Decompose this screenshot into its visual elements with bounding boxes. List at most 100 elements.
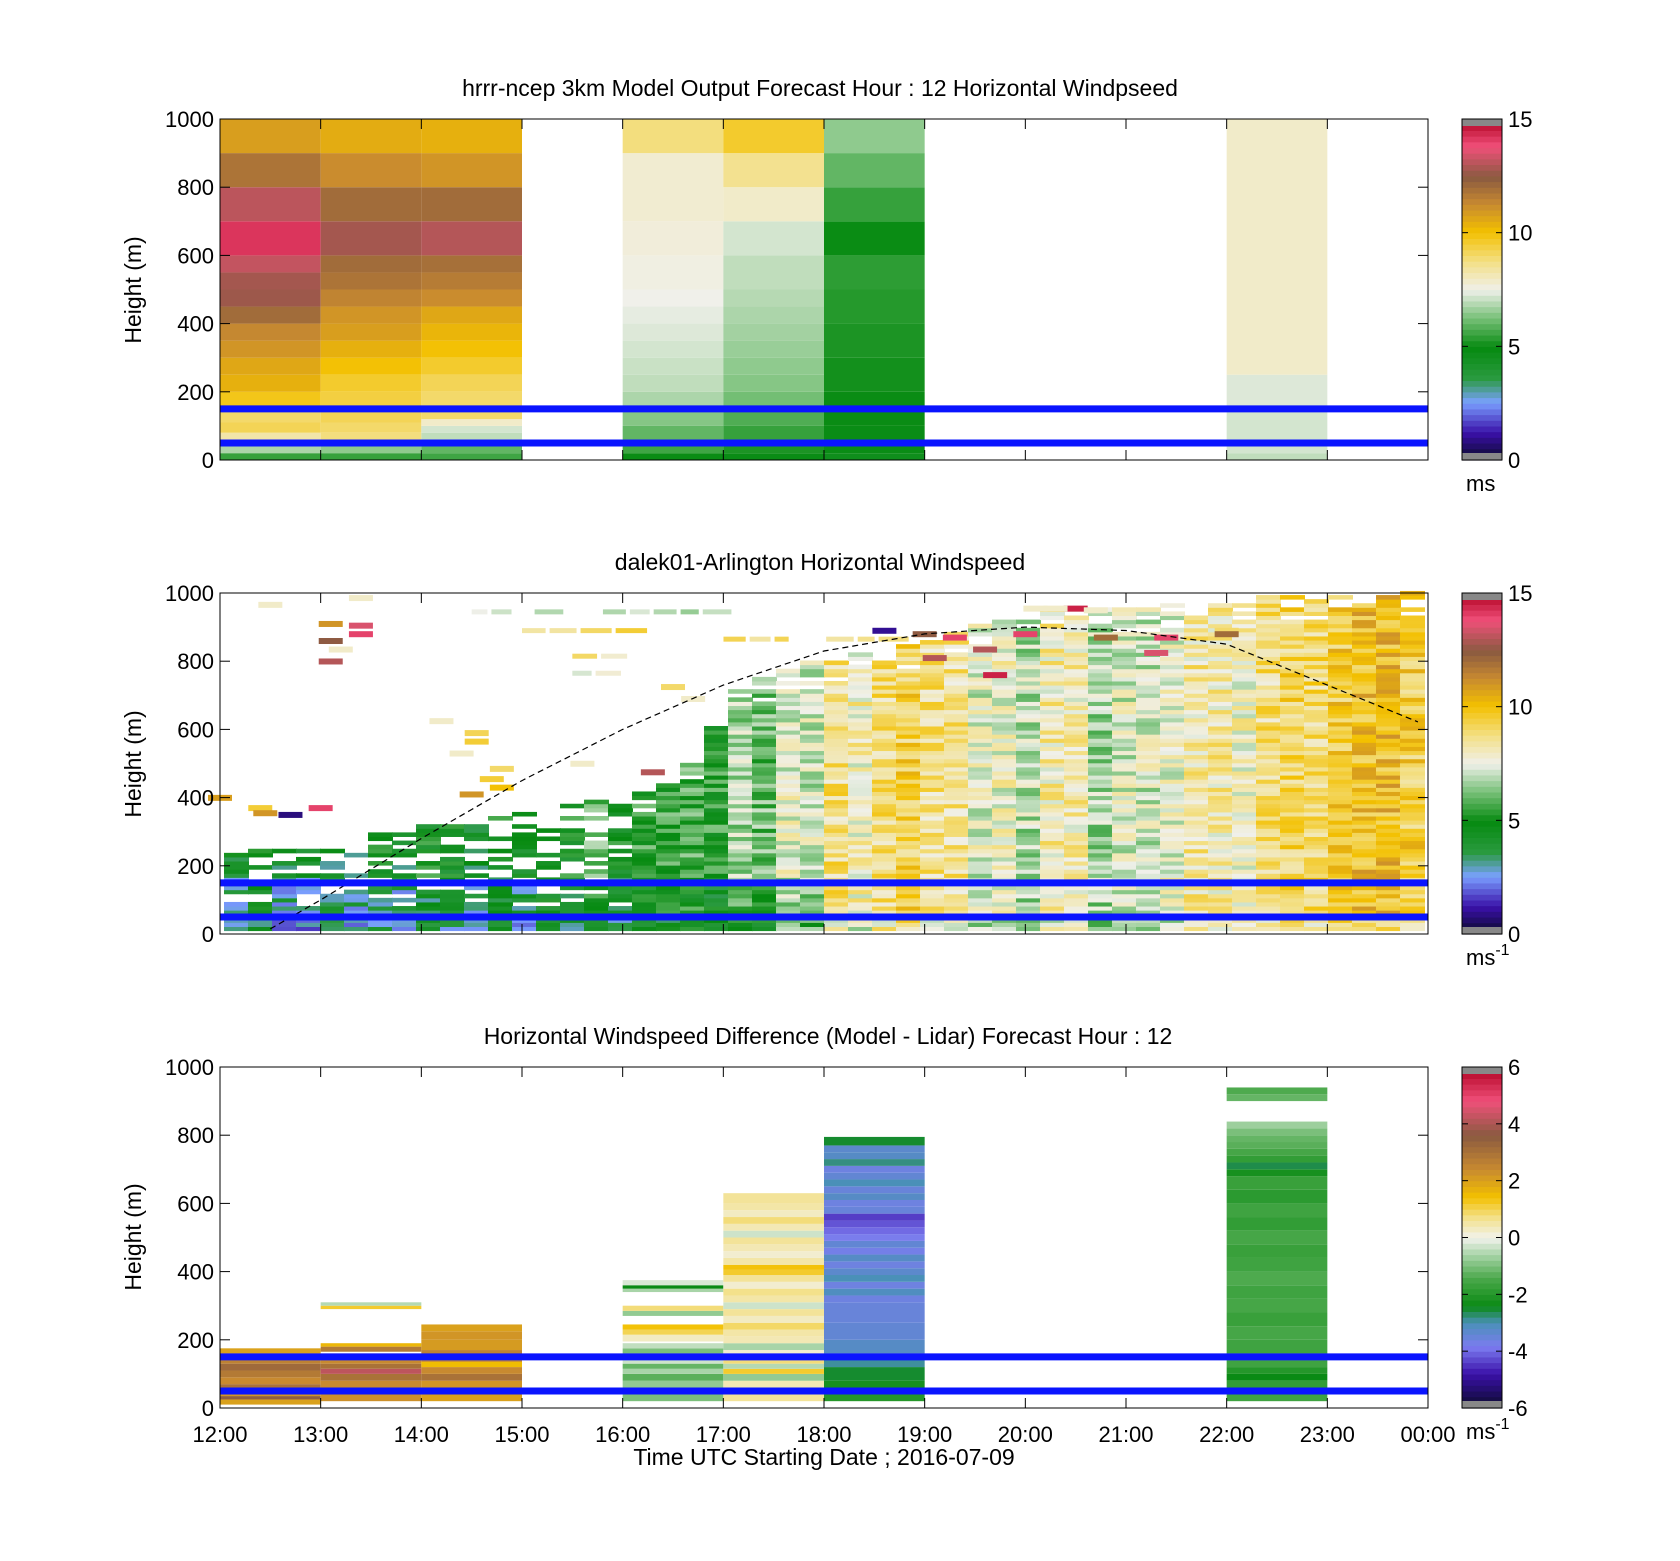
lidar-cell (1256, 685, 1281, 690)
lidar-cell (752, 730, 777, 735)
lidar-cell (608, 910, 633, 915)
lidar-cell (1280, 779, 1305, 784)
heat-cell (723, 1251, 824, 1258)
heat-cell (421, 453, 522, 460)
lidar-cell (1112, 607, 1137, 612)
lidar-cell (1184, 897, 1209, 903)
lidar-cell (1160, 611, 1185, 617)
lidar-cell (824, 869, 849, 874)
lidar-cell (1016, 693, 1041, 698)
lidar-cell (1352, 672, 1377, 678)
lidar-cell (1040, 717, 1065, 723)
lidar-cell (1040, 705, 1065, 711)
heat-cell (1226, 1155, 1328, 1163)
lidar-cell (944, 824, 969, 829)
lidar-cell (1256, 615, 1281, 621)
lidar-cell (872, 758, 897, 764)
heat-cell (220, 1399, 321, 1405)
lidar-cell (728, 721, 753, 727)
lidar-cell (1328, 779, 1353, 784)
lidar-cell (944, 705, 969, 711)
lidar-cell (1352, 795, 1377, 801)
lidar-cell (1256, 730, 1281, 735)
lidar-cell (704, 840, 729, 846)
lidar-cell (1352, 693, 1377, 698)
lidar-cell (1088, 795, 1113, 801)
colorbar-segment (1462, 700, 1502, 708)
heat-cell (824, 1220, 925, 1228)
lidar-cell (1040, 721, 1065, 727)
lidar-cell (1016, 660, 1041, 666)
y-tick-label: 0 (202, 1396, 214, 1421)
lidar-cell (1088, 750, 1113, 756)
lidar-cell (680, 926, 705, 932)
lidar-cell (632, 893, 657, 899)
lidar-cell (1256, 676, 1281, 682)
lidar-cell (944, 680, 969, 686)
lidar-cell (1304, 791, 1329, 797)
lidar-cell (1040, 787, 1065, 792)
lidar-cell (296, 922, 321, 927)
lidar-cell (1112, 615, 1137, 621)
lidar-cell (488, 816, 513, 821)
lidar-cell (1184, 701, 1209, 707)
lidar-cell (776, 754, 801, 760)
lidar-cell (752, 832, 777, 837)
lidar-cell (608, 865, 633, 870)
lidar-cell (800, 734, 825, 739)
lidar-cell (1208, 791, 1233, 797)
lidar-cell (1256, 824, 1281, 829)
lidar-cell (1352, 910, 1377, 915)
lidar-cell (776, 742, 801, 747)
lidar-cell (848, 811, 873, 817)
colorbar-segment (1462, 442, 1502, 450)
colorbar-segment (1462, 261, 1502, 268)
y-tick-label: 400 (177, 312, 214, 337)
colorbar-segment (1462, 334, 1502, 342)
lidar-cell (1304, 660, 1329, 666)
lidar-cell (1064, 754, 1089, 760)
lidar-cell (728, 791, 753, 797)
heat-cell (723, 1363, 824, 1369)
heat-cell (622, 289, 724, 307)
heat-cell (723, 1295, 824, 1303)
lidar-cell (1400, 607, 1425, 612)
colorbar-segment (1462, 695, 1502, 702)
lidar-cell (1160, 865, 1185, 870)
lidar-cell (1352, 664, 1377, 670)
colorbar-segment (1462, 1169, 1502, 1176)
lidar-cell (1160, 701, 1185, 707)
lidar-cell (752, 807, 777, 813)
lidar-cell (1328, 631, 1353, 637)
lidar-cell (1232, 656, 1257, 662)
lidar-cell (1112, 922, 1137, 927)
lidar-cell (968, 844, 993, 850)
lidar-cell (1016, 885, 1041, 891)
lidar-cell (1040, 680, 1065, 686)
lidar-cell (1064, 701, 1089, 707)
heat-cell (1226, 1094, 1328, 1102)
heat-cell (824, 1165, 925, 1173)
colorbar-segment (1462, 170, 1502, 177)
lidar-cell (1160, 869, 1185, 874)
lidar-cell (1304, 734, 1329, 739)
lidar-cell (896, 783, 921, 788)
lidar-cell (944, 750, 969, 756)
lidar-cell (1208, 721, 1233, 727)
lidar-cell (1160, 885, 1185, 891)
lidar-cell (608, 832, 633, 837)
lidar-cell (800, 873, 825, 878)
lidar-cell (1376, 836, 1401, 842)
lidar-cell (776, 848, 801, 854)
colorbar-segment (1462, 1135, 1502, 1142)
lidar-cell (320, 865, 345, 870)
heat-cell (622, 1373, 724, 1381)
lidar-cell (752, 844, 777, 850)
lidar-cell (1256, 799, 1281, 805)
lidar-cell (1352, 717, 1377, 723)
lidar-cell (1400, 709, 1425, 715)
lidar-cell (1136, 836, 1161, 842)
lidar-cell (1304, 676, 1329, 682)
lidar-cell (1160, 803, 1185, 809)
